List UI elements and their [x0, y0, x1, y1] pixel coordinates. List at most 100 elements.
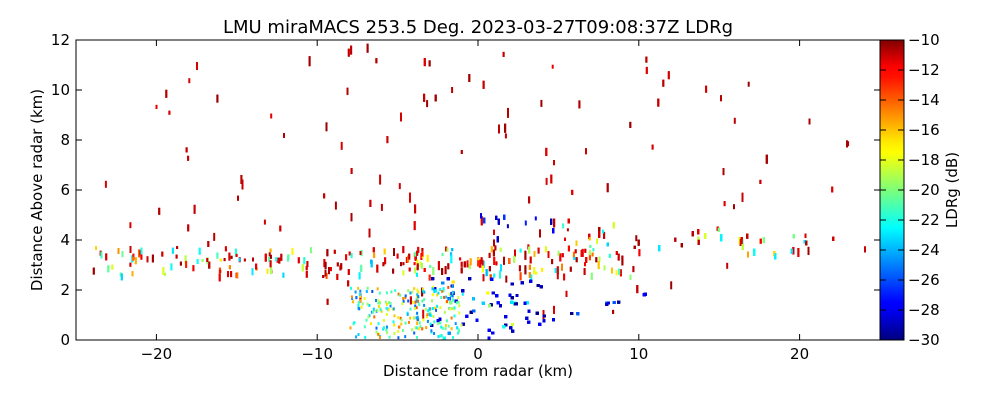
layer-low-point: [251, 268, 254, 276]
near-radar-point: [454, 322, 457, 326]
layer-low-point: [416, 250, 419, 256]
near-radar-point: [426, 319, 429, 323]
layer-low-point: [485, 269, 488, 277]
near-radar-point: [379, 308, 382, 312]
near-radar-point: [440, 334, 443, 337]
near-radar-point: [416, 322, 419, 325]
layer-high-point: [480, 213, 482, 219]
layer-high-point: [483, 217, 486, 224]
near-radar-point: [357, 300, 360, 304]
layer-low-point: [405, 257, 408, 263]
colorbar-tick-label: −10: [908, 31, 940, 49]
layer-high-point: [612, 222, 615, 229]
near-radar-point: [373, 315, 376, 319]
echo-layer: [92, 43, 866, 340]
surface-echo-point: [538, 322, 542, 326]
near-radar-point: [357, 306, 360, 310]
layer-high-point: [524, 220, 527, 226]
near-radar-point: [407, 320, 410, 324]
y-tick-label: 8: [60, 131, 70, 149]
clutter-point: [213, 232, 216, 241]
layer-low-point: [223, 258, 226, 262]
clutter-point: [553, 160, 555, 166]
near-radar-point: [414, 306, 416, 310]
clutter-point: [741, 192, 744, 202]
near-radar-point: [450, 316, 453, 320]
near-radar-point: [437, 335, 440, 339]
surface-echo-point: [612, 301, 616, 304]
layer-low-point: [416, 259, 419, 266]
clutter-point: [409, 296, 412, 305]
clutter-point: [524, 250, 527, 260]
layer-low-point: [535, 271, 538, 275]
near-radar-point: [444, 327, 447, 331]
layer-low-point: [392, 268, 395, 274]
clutter-point: [323, 259, 326, 268]
y-axis-label: Distance Above radar (km): [28, 89, 46, 291]
near-radar-point: [413, 316, 416, 320]
layer-low-point: [508, 258, 511, 264]
layer-low-point: [383, 248, 386, 255]
surface-echo-point: [461, 322, 465, 326]
surface-echo-point: [431, 277, 435, 281]
near-radar-point: [350, 295, 353, 299]
surface-echo-point: [529, 279, 533, 283]
near-radar-point: [368, 304, 371, 307]
layer-low-point: [469, 258, 472, 266]
layer-low-point: [175, 254, 178, 259]
near-radar-point: [448, 292, 451, 296]
near-radar-point: [418, 321, 421, 325]
near-radar-point: [432, 315, 435, 318]
near-radar-point: [445, 319, 448, 323]
clutter-point: [545, 177, 548, 185]
clutter-point: [375, 58, 378, 64]
near-radar-point: [436, 304, 439, 308]
layer-low-point: [138, 249, 141, 258]
layer-low-point: [528, 264, 531, 270]
near-radar-point: [375, 330, 378, 334]
surface-echo-point: [605, 302, 609, 306]
near-radar-point: [421, 299, 424, 303]
near-radar-point: [400, 322, 403, 326]
layer-low-point: [463, 261, 466, 268]
near-radar-point: [378, 336, 381, 339]
layer-low-point: [499, 247, 502, 252]
layer-low-point: [589, 250, 591, 256]
near-radar-point: [437, 322, 440, 326]
layer-low-point: [446, 247, 449, 252]
near-radar-point: [415, 306, 418, 310]
layer-low-point: [619, 269, 622, 277]
near-radar-point: [391, 307, 394, 311]
layer-low-point: [629, 274, 632, 280]
surface-echo-point: [446, 277, 450, 281]
clutter-point: [493, 229, 495, 235]
near-radar-point: [385, 328, 388, 332]
layer-low-point: [493, 257, 496, 265]
layer-low-point: [589, 245, 592, 248]
near-radar-point: [404, 294, 407, 298]
near-radar-point: [431, 293, 434, 297]
layer-high-point: [567, 218, 570, 224]
layer-low-point: [533, 251, 536, 257]
clutter-point: [241, 179, 244, 190]
clutter-point: [585, 148, 587, 155]
near-radar-point: [445, 324, 447, 327]
near-radar-point: [456, 326, 459, 330]
surface-echo-point: [488, 304, 491, 308]
layer-low-point: [421, 250, 424, 257]
surface-echo-point: [481, 301, 485, 305]
clutter-point: [369, 199, 372, 207]
clutter-point: [347, 48, 350, 57]
near-radar-point: [428, 307, 431, 311]
surface-echo-point: [526, 301, 529, 305]
clutter-point: [670, 281, 673, 290]
surface-echo-point: [449, 301, 453, 305]
layer-low-point: [230, 271, 233, 278]
layer-low-point: [595, 257, 598, 263]
layer-high-point: [575, 240, 578, 246]
near-radar-point: [399, 316, 402, 320]
surface-echo-point: [472, 309, 476, 313]
near-radar-point: [437, 291, 440, 295]
near-radar-point: [449, 294, 452, 298]
